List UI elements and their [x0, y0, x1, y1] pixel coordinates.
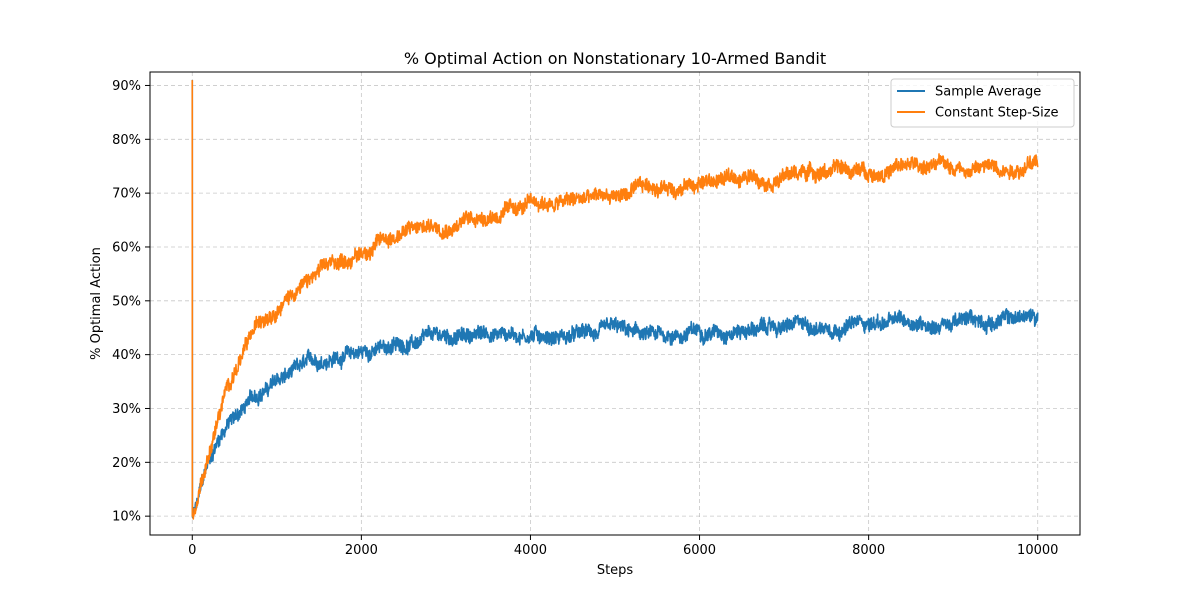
- legend-box: [890, 78, 1075, 128]
- legend-label-constant-step-size: Constant Step-Size: [935, 106, 1059, 121]
- plot-frame: [149, 71, 1081, 536]
- x-tick-label: 10000: [1017, 543, 1058, 558]
- y-tick-label: 60%: [112, 240, 141, 255]
- y-tick-label: 40%: [112, 348, 141, 363]
- x-tick-label: 4000: [514, 543, 547, 558]
- y-tick-label: 30%: [112, 402, 141, 417]
- x-tick-label: 0: [188, 543, 196, 558]
- y-tick-label: 90%: [112, 79, 141, 94]
- axis-ticks: 0 2000 4000 6000 8000 10000 10% 20% 30% 40% 50% 60%…: [112, 79, 1058, 558]
- x-tick-label: 2000: [345, 543, 378, 558]
- y-tick-label: 70%: [112, 187, 141, 202]
- x-axis-label: Steps: [597, 563, 634, 578]
- series-line-constant-step-size: [191, 80, 1039, 520]
- legend: Sample Average Constant Step-Size: [890, 78, 1075, 128]
- y-tick-label: 10%: [112, 510, 141, 525]
- series-lines: [191, 80, 1039, 520]
- y-tick-label: 80%: [112, 133, 141, 148]
- x-tick-label: 6000: [683, 543, 716, 558]
- chart-title: % Optimal Action on Nonstationary 10-Arm…: [404, 49, 826, 68]
- y-axis-label: % Optimal Action: [89, 247, 104, 360]
- x-tick-label: 8000: [852, 543, 885, 558]
- legend-label-sample-average: Sample Average: [935, 85, 1041, 100]
- y-tick-label: 20%: [112, 456, 141, 471]
- series-line-sample-average: [191, 80, 1039, 519]
- y-tick-label: 50%: [112, 294, 141, 309]
